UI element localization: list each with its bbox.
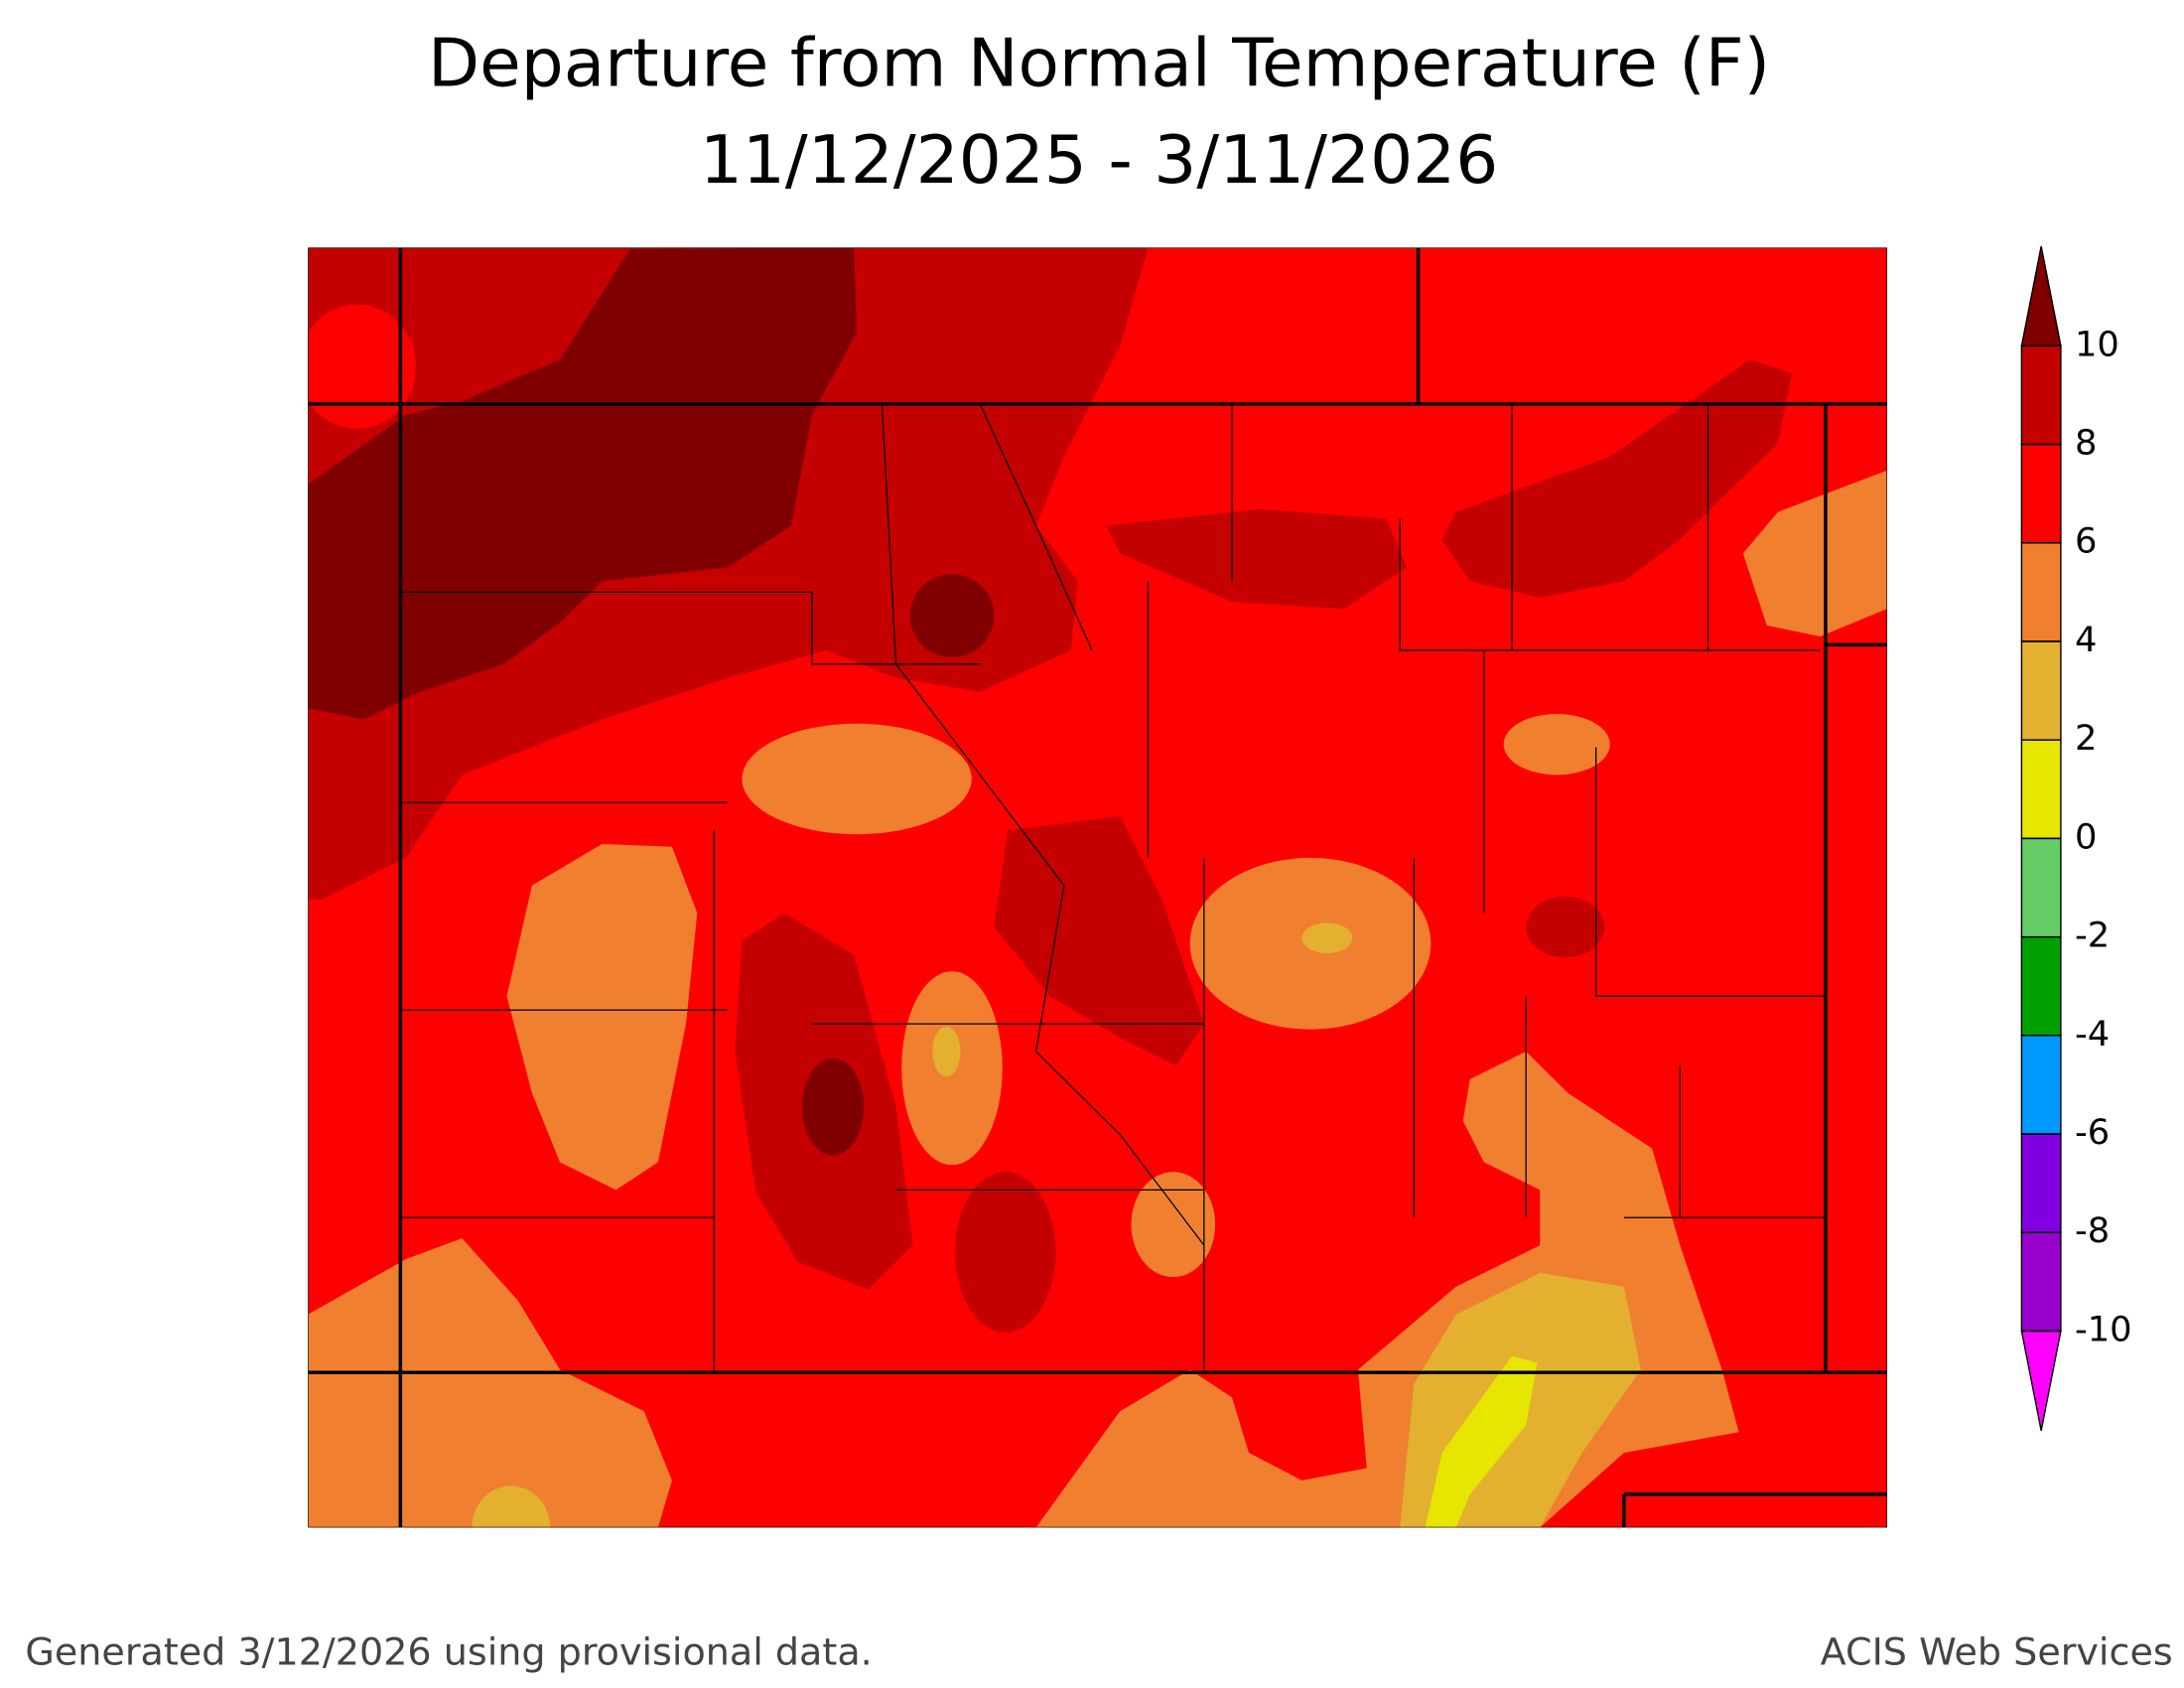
legend-swatch xyxy=(2020,739,2062,840)
legend-swatch xyxy=(2020,640,2062,741)
legend-tick-label: 10 xyxy=(2075,324,2119,364)
legend-tick-label: -4 xyxy=(2075,1014,2110,1055)
map-title: Departure from Normal Temperature (F) xyxy=(428,25,1770,102)
contour-region xyxy=(909,574,995,657)
contour-region xyxy=(932,1026,961,1077)
contour-region xyxy=(742,723,972,835)
color-legend: 10 8 6 4 2 0 -2 -4 -6 -8 -10 xyxy=(2020,245,2132,1431)
contour-region xyxy=(1441,359,1793,598)
legend-tick-label: -8 xyxy=(2075,1210,2110,1251)
map-subtitle: 11/12/2025 - 3/11/2026 xyxy=(700,121,1498,199)
contour-region xyxy=(308,247,858,720)
contour-region xyxy=(308,304,416,429)
legend-tick-label: 0 xyxy=(2075,817,2097,858)
contour-region xyxy=(1301,922,1353,954)
legend-arrow-top xyxy=(2020,245,2062,348)
footer-left: Generated 3/12/2026 using provisional da… xyxy=(25,1630,872,1674)
contour-region xyxy=(1131,1172,1216,1278)
legend-tick-label: -6 xyxy=(2075,1112,2110,1153)
legend-swatch xyxy=(2020,443,2062,544)
contour-region xyxy=(1106,508,1408,610)
map xyxy=(308,247,1888,1528)
legend-swatch xyxy=(2020,345,2062,446)
contour-region xyxy=(1425,1355,1538,1528)
legend-swatch xyxy=(2020,1133,2062,1233)
contour-region xyxy=(506,844,698,1191)
legend-swatch xyxy=(2020,837,2062,938)
footer-right: ACIS Web Services xyxy=(1821,1630,2173,1674)
contour-region xyxy=(1526,896,1605,958)
legend-tick-label: -2 xyxy=(2075,915,2110,956)
legend-tick-label: 8 xyxy=(2075,423,2097,464)
contour-region xyxy=(1035,1369,1375,1528)
legend-arrow-bottom xyxy=(2020,1330,2062,1431)
contour-region xyxy=(994,816,1204,1065)
legend-swatch xyxy=(2020,1231,2062,1333)
legend-swatch xyxy=(2020,542,2062,642)
contour-region xyxy=(1503,714,1610,775)
legend-swatch xyxy=(2020,1035,2062,1135)
legend-tick-label: 2 xyxy=(2075,718,2097,759)
contour-region xyxy=(954,1172,1056,1333)
contour-region xyxy=(472,1485,551,1528)
legend-tick-label: 4 xyxy=(2075,620,2097,660)
contour-region xyxy=(802,1057,865,1156)
legend-tick-label: 6 xyxy=(2075,521,2097,562)
legend-tick-label: -10 xyxy=(2075,1310,2132,1350)
contour-region xyxy=(1742,470,1888,636)
legend-swatch xyxy=(2020,935,2062,1037)
